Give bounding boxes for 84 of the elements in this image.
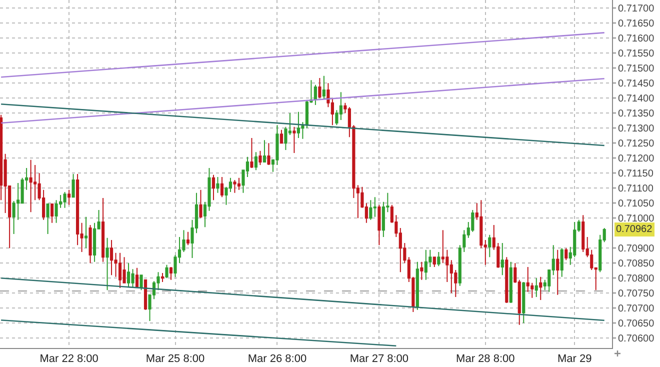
candlestick xyxy=(250,138,254,168)
candlestick xyxy=(258,150,262,166)
candlestick xyxy=(254,152,258,171)
candlestick xyxy=(110,240,114,276)
y-tick-label: 0.71500 xyxy=(618,64,655,75)
candlestick xyxy=(118,252,122,288)
candlestick xyxy=(84,216,88,249)
x-tick-label: Mar 29 xyxy=(557,353,592,366)
x-tick-label: Mar 25 8:00 xyxy=(146,353,205,366)
candlestick xyxy=(267,142,270,166)
candlestick xyxy=(68,189,71,206)
candlestick xyxy=(135,267,139,288)
candlestick xyxy=(126,262,130,288)
y-tick-label: 0.71200 xyxy=(618,154,655,165)
x-tick-label: Mar 27 8:00 xyxy=(350,353,409,366)
candlestick xyxy=(237,177,241,190)
y-tick-label: 0.71250 xyxy=(618,138,655,150)
candlestick xyxy=(432,256,436,268)
candlestick xyxy=(424,249,428,280)
candlestick xyxy=(106,237,109,291)
candlestick xyxy=(322,75,326,100)
y-tick-label: 0.70750 xyxy=(618,288,655,300)
candlestick xyxy=(186,231,190,246)
candlestick xyxy=(88,224,92,264)
candlestick xyxy=(216,176,220,194)
candlestick xyxy=(46,204,50,234)
y-tick-label: 0.70700 xyxy=(618,304,655,315)
y-tick-label: 0.70850 xyxy=(618,258,655,270)
y-tick-label: 0.71450 xyxy=(618,78,655,90)
candlestick xyxy=(458,244,462,286)
candlestick xyxy=(488,234,492,258)
x-tick-label: Mar 28 8:00 xyxy=(456,353,515,366)
candlestick xyxy=(539,276,542,300)
candlestick xyxy=(144,279,148,310)
candlestick xyxy=(262,140,266,162)
candlestick xyxy=(437,252,440,267)
candlestick xyxy=(314,84,317,106)
y-tick-label: 0.71550 xyxy=(618,48,655,60)
y-tick-label: 0.71650 xyxy=(618,18,655,30)
candlestick xyxy=(212,174,216,201)
candlestick xyxy=(160,272,164,282)
y-tick-label: 0.70800 xyxy=(618,274,655,285)
y-tick-label: 0.71350 xyxy=(618,108,655,120)
candlestick xyxy=(165,264,168,279)
candlestick xyxy=(369,200,372,220)
candlestick xyxy=(72,174,75,198)
candlestick xyxy=(564,248,568,261)
candlestick xyxy=(556,249,560,296)
annotation: 0.70962 xyxy=(616,224,653,235)
y-tick-label: 0.71050 xyxy=(618,198,655,210)
candlestick xyxy=(63,192,66,208)
candlestick xyxy=(29,159,32,213)
y-tick-label: 0.71100 xyxy=(618,184,654,195)
y-tick-label: 0.71400 xyxy=(618,94,655,105)
candlestick xyxy=(233,180,236,194)
candlestick xyxy=(318,78,322,99)
candlestick xyxy=(169,266,173,280)
y-tick-label: 0.70650 xyxy=(618,318,655,330)
x-tick-label: Mar 22 8:00 xyxy=(40,353,98,366)
candlestick xyxy=(534,278,538,298)
candlestick xyxy=(505,256,508,304)
y-tick-label: 0.71000 xyxy=(618,214,655,225)
y-tick-label: 0.70600 xyxy=(618,334,655,345)
candlestick xyxy=(560,248,564,278)
candlestick xyxy=(50,204,54,224)
y-tick-label: 0.71150 xyxy=(618,168,654,180)
candlestick xyxy=(522,282,526,324)
x-tick-label: Mar 26 8:00 xyxy=(248,353,307,366)
candlestick xyxy=(373,196,376,218)
y-tick-label: 0.70900 xyxy=(618,244,655,255)
y-tick-label: 0.71300 xyxy=(618,124,655,135)
y-tick-label: 0.71700 xyxy=(618,4,655,15)
candlestick xyxy=(500,242,504,276)
y-tick-label: 0.71600 xyxy=(618,34,655,45)
candlestick xyxy=(378,204,381,246)
candlestick xyxy=(220,176,224,198)
candlestick xyxy=(280,129,284,144)
candlestick xyxy=(416,261,419,310)
candlestick xyxy=(199,189,202,219)
candlestick xyxy=(509,261,512,304)
candlestick xyxy=(420,261,424,280)
candlestick xyxy=(140,274,143,291)
candlestick xyxy=(101,198,105,262)
candlestick xyxy=(292,126,296,154)
